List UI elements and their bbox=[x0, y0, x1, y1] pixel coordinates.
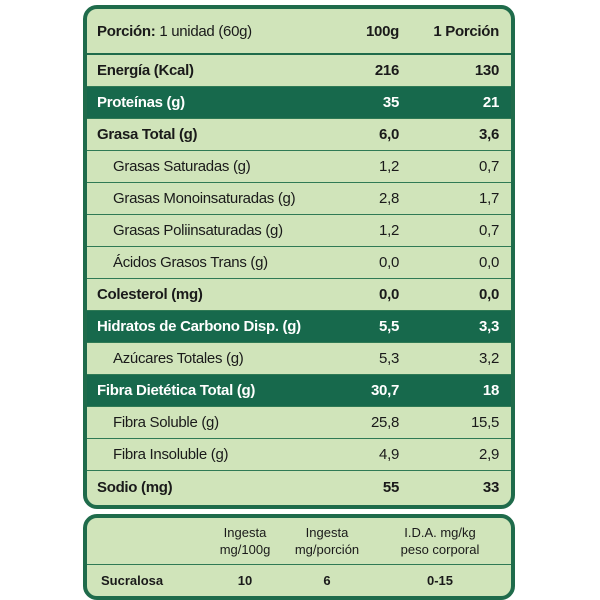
value-cell: 0,7 bbox=[479, 158, 499, 175]
header-line: Ingesta bbox=[223, 525, 267, 540]
sweetener-row: Sucralosa 10 6 0-15 bbox=[87, 565, 511, 595]
column-header: 1 Porción bbox=[433, 22, 499, 40]
cell: 10 bbox=[237, 572, 253, 588]
nutrient-label: Colesterol (mg) bbox=[97, 286, 203, 303]
nutrient-row: Proteínas (g) 35 21 bbox=[87, 87, 511, 119]
value-cell: 0,7 bbox=[479, 222, 499, 239]
nutrient-label: Azúcares Totales (g) bbox=[113, 350, 244, 367]
nutrient-row: Hidratos de Carbono Disp. (g) 5,5 3,3 bbox=[87, 311, 511, 343]
value-cell: 2,8 bbox=[379, 190, 399, 207]
nutrient-label: Energía (Kcal) bbox=[97, 62, 194, 79]
nutrient-row: Colesterol (mg) 0,0 0,0 bbox=[87, 279, 511, 311]
value-cell: 5,5 bbox=[379, 318, 399, 335]
nutrient-label: Fibra Dietética Total (g) bbox=[97, 382, 256, 399]
value-cell: 3,2 bbox=[479, 350, 499, 367]
nutrient-row: Azúcares Totales (g) 5,3 3,2 bbox=[87, 343, 511, 375]
value-cell: 0,0 bbox=[479, 286, 499, 303]
value-cell: 33 bbox=[482, 478, 499, 496]
value-cell: 35 bbox=[382, 94, 399, 111]
cell: 6 bbox=[323, 572, 331, 588]
portion: Porción: 1 unidad (60g) bbox=[87, 23, 309, 40]
nutrient-label: Fibra Soluble (g) bbox=[113, 414, 219, 431]
sweetener-table: Ingesta mg/100g Ingesta mg/porción I.D.A. … bbox=[83, 514, 515, 600]
nutrient-label: Grasas Monoinsaturadas (g) bbox=[113, 190, 296, 207]
nutrient-row: Fibra Dietética Total (g) 30,7 18 bbox=[87, 375, 511, 407]
column-header: Ingesta mg/100g bbox=[205, 524, 285, 558]
nutrient-label: Grasas Saturadas (g) bbox=[113, 158, 251, 175]
value-cell: 30,7 bbox=[371, 382, 399, 399]
value-cell: 3,3 bbox=[479, 318, 499, 335]
nutrient-label: Grasas Poliinsaturadas (g) bbox=[113, 222, 283, 239]
nutrient-row: Fibra Insoluble (g) 4,9 2,9 bbox=[87, 439, 511, 471]
value-cell: 25,8 bbox=[371, 414, 399, 431]
column-header: 100g bbox=[366, 22, 399, 40]
nutrient-row: Grasa Total (g) 6,0 3,6 bbox=[87, 119, 511, 151]
value-cell: 21 bbox=[482, 94, 499, 111]
rows: Energía (Kcal) 216 130 Proteínas (g) 35 21 Gra… bbox=[87, 55, 511, 503]
nutrient-row: Ácidos Grasos Trans (g) 0,0 0,0 bbox=[87, 247, 511, 279]
nutrient-label: Hidratos de Carbono Disp. (g) bbox=[97, 318, 301, 335]
value-cell: 0,0 bbox=[379, 254, 399, 271]
nutrient-row: Energía (Kcal) 216 130 bbox=[87, 55, 511, 87]
cell: 0-15 bbox=[426, 572, 454, 588]
value-cell: 0,0 bbox=[479, 254, 499, 271]
nutrient-row: Grasas Poliinsaturadas (g) 1,2 0,7 bbox=[87, 215, 511, 247]
value-cell: 4,9 bbox=[379, 446, 399, 463]
nutrient-label: Grasa Total (g) bbox=[97, 126, 198, 143]
nutrient-row: Sodio (mg) 55 33 bbox=[87, 471, 511, 503]
value-cell: 55 bbox=[382, 478, 399, 496]
nutrition-table: Porción: 1 unidad (60g) 100g 1 Porción E… bbox=[83, 5, 515, 509]
value-cell: 15,5 bbox=[471, 414, 499, 431]
nutrient-row: Fibra Soluble (g) 25,8 15,5 bbox=[87, 407, 511, 439]
nutrient-label: Sodio (mg) bbox=[97, 478, 173, 496]
value-cell: 1,2 bbox=[379, 158, 399, 175]
value-cell: 216 bbox=[374, 62, 399, 79]
nutrient-label: Proteínas (g) bbox=[97, 94, 185, 111]
nutrient-label: Ácidos Grasos Trans (g) bbox=[113, 254, 268, 271]
value-cell: 5,3 bbox=[379, 350, 399, 367]
header-line: mg/porción bbox=[294, 542, 360, 557]
value-cell: 2,9 bbox=[479, 446, 499, 463]
nutrient-label: Fibra Insoluble (g) bbox=[113, 446, 229, 463]
portion-value: 1 unidad (60g) bbox=[159, 22, 252, 40]
portion-label: Porción: bbox=[97, 22, 156, 40]
header-line: Ingesta bbox=[305, 525, 349, 540]
column-header: I.D.A. mg/kg peso corporal bbox=[369, 524, 511, 558]
column-header: Ingesta mg/porción bbox=[285, 524, 369, 558]
nutrient-row: Grasas Saturadas (g) 1,2 0,7 bbox=[87, 151, 511, 183]
value-cell: 6,0 bbox=[379, 126, 399, 143]
header-line: mg/100g bbox=[219, 542, 271, 557]
header-line: peso corporal bbox=[400, 542, 480, 557]
sweetener-header: Ingesta mg/100g Ingesta mg/porción I.D.A. … bbox=[87, 518, 511, 565]
value-cell: 130 bbox=[474, 62, 499, 79]
value-cell: 1,7 bbox=[479, 190, 499, 207]
header-line: I.D.A. mg/kg bbox=[404, 525, 476, 540]
value-cell: 3,6 bbox=[479, 126, 499, 143]
value-cell: 0,0 bbox=[379, 286, 399, 303]
nutrient-row: Grasas Monoinsaturadas (g) 2,8 1,7 bbox=[87, 183, 511, 215]
header-row: Porción: 1 unidad (60g) 100g 1 Porción bbox=[87, 9, 511, 55]
value-cell: 1,2 bbox=[379, 222, 399, 239]
sweetener-name: Sucralosa bbox=[101, 572, 164, 588]
value-cell: 18 bbox=[482, 382, 499, 399]
